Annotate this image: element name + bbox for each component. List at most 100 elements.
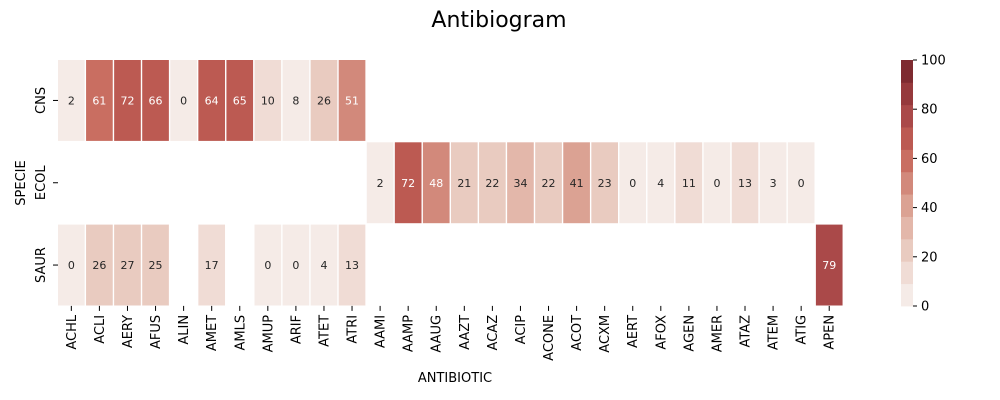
x-tick-label: AGEN (682, 315, 697, 352)
colorbar-segment (901, 261, 913, 285)
cell-value-label: 3 (770, 177, 777, 190)
heatmap-cell (58, 60, 85, 141)
cell-value-label: 0 (798, 177, 805, 190)
heatmap-cell (535, 142, 562, 224)
cell-value-label: 8 (292, 94, 299, 107)
cell-value-label: 61 (92, 94, 106, 107)
cell-value-label: 26 (317, 94, 331, 107)
cell-value-label: 0 (264, 259, 271, 272)
heatmap-cell (310, 60, 338, 141)
cell-value-label: 2 (377, 177, 384, 190)
x-tick-label: ACAZ (486, 315, 501, 351)
cell-value-label: 0 (713, 177, 720, 190)
cell-value-label: 22 (542, 177, 556, 190)
heatmap-cell (675, 142, 703, 224)
colorbar-segment (901, 171, 913, 195)
cell-value-label: 79 (822, 259, 836, 272)
heatmap-cell (338, 60, 366, 141)
heatmap-cell (731, 142, 759, 224)
cell-value-label: 0 (292, 259, 299, 272)
cell-value-label: 17 (205, 259, 219, 272)
colorbar-tick-label: 60 (921, 152, 938, 167)
heatmap-cell (338, 224, 366, 306)
heatmap-cell (759, 142, 787, 224)
y-axis-label: SPECIE (14, 160, 29, 205)
cell-value-label: 0 (68, 259, 75, 272)
cell-value-label: 2 (68, 94, 75, 107)
heatmap-cell (282, 60, 310, 141)
x-tick-label: ATRI (346, 315, 361, 344)
heatmap-cell (86, 224, 113, 306)
heatmap-cell (310, 224, 338, 306)
x-tick-label: ATEM (767, 315, 782, 350)
heatmap-cell (563, 142, 590, 224)
cell-value-label: 72 (401, 177, 415, 190)
x-tick-label: ACONE (542, 315, 557, 361)
cell-value-label: 13 (738, 177, 752, 190)
heatmap-cell (479, 142, 506, 224)
cell-value-label: 72 (120, 94, 134, 107)
heatmap-cell (647, 142, 675, 224)
x-tick-label: AMET (205, 315, 220, 351)
x-tick-label: AERT (626, 315, 641, 348)
x-tick-label: ARIF (289, 315, 304, 344)
heatmap-cell (226, 60, 254, 141)
cell-value-label: 4 (657, 177, 664, 190)
cell-value-label: 65 (233, 94, 247, 107)
x-tick-label: ATIG (795, 315, 810, 345)
colorbar-segment (901, 283, 913, 307)
colorbar-tick-label: 80 (921, 103, 938, 118)
colorbar-segment (901, 82, 913, 106)
cell-value-label: 23 (598, 177, 612, 190)
heatmap-cell (142, 224, 169, 306)
heatmap-cell (619, 142, 647, 224)
colorbar-segment (901, 216, 913, 240)
heatmap-cell (507, 142, 534, 224)
cell-value-label: 10 (261, 94, 275, 107)
heatmap-cell (198, 60, 226, 141)
x-tick-label: AERY (121, 315, 136, 348)
x-tick-label: AMLS (233, 315, 248, 351)
x-axis-label: ANTIBIOTIC (418, 371, 492, 386)
heatmap-cell (787, 142, 815, 224)
colorbar-segment (901, 149, 913, 173)
cell-value-label: 26 (92, 259, 106, 272)
heatmap-cells: 2 61 72 66 0 64 65 10 8 26 512 72 48 21 22 34 22 41 23 0 4 11… (58, 60, 843, 306)
cell-value-label: 21 (457, 177, 471, 190)
colorbar: 0 20 40 60 80 100 (901, 54, 946, 315)
cell-value-label: 0 (180, 94, 187, 107)
heatmap-cell (86, 60, 113, 141)
x-tick-label: AAZT (458, 315, 473, 350)
cell-value-label: 51 (345, 94, 359, 107)
heatmap-cell (142, 60, 169, 141)
cell-value-label: 27 (120, 259, 134, 272)
cell-value-label: 48 (429, 177, 443, 190)
heatmap-cell (450, 142, 478, 224)
cell-value-label: 4 (320, 259, 327, 272)
heatmap-cell (815, 224, 843, 306)
cell-value-label: 22 (485, 177, 499, 190)
x-tick-label: AAMI (374, 315, 389, 348)
x-tick-labels: ACHL ACLI AERY AFUS ALIN AMET AMLS AMUP ARIF ATET… (65, 305, 838, 361)
cell-value-label: 41 (570, 177, 584, 190)
cell-value-label: 11 (682, 177, 696, 190)
colorbar-segment (901, 104, 913, 128)
x-tick-label: ACIP (514, 315, 529, 345)
cell-value-label: 64 (205, 94, 219, 107)
x-tick-label: AMER (710, 315, 725, 352)
x-tick-label: ATAZ (739, 315, 754, 348)
y-tick-labels: CNS ECOL SAUR (34, 87, 58, 283)
x-tick-label: ACOT (570, 315, 585, 351)
heatmap-cell (282, 224, 310, 306)
cell-value-label: 34 (513, 177, 527, 190)
colorbar-segment (901, 238, 913, 262)
x-tick-label: ATET (317, 315, 332, 347)
y-tick-label: ECOL (34, 165, 49, 201)
colorbar-tick-label: 100 (921, 54, 946, 69)
heatmap-cell (114, 60, 141, 141)
x-tick-label: APEN (823, 315, 838, 350)
colorbar-segment (901, 194, 913, 217)
x-tick-label: ACXM (598, 315, 613, 353)
x-tick-label: ACLI (93, 315, 108, 344)
